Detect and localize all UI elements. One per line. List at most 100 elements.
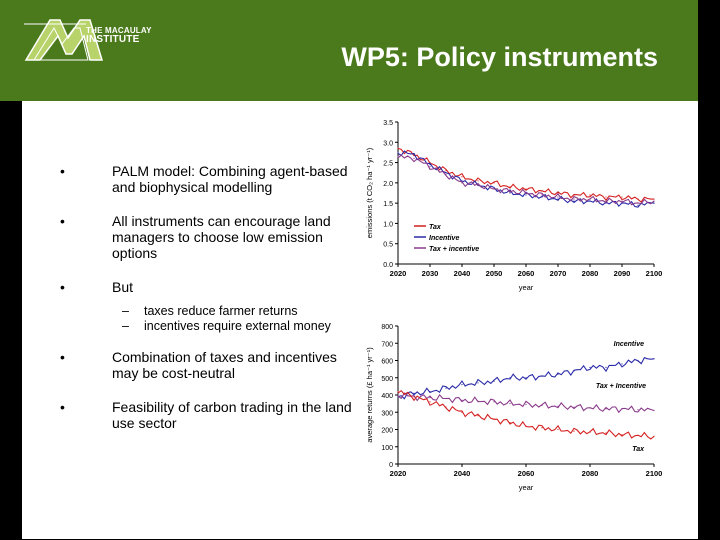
emissions-chart: 0.0 0.5 1.0 1.5 2.0 2.5 3.0 3.5 2020 2030 2040 2050…	[365, 120, 663, 292]
data-point	[429, 396, 431, 399]
x-tick-label: 2100	[646, 269, 663, 278]
data-point	[621, 434, 623, 436]
data-point	[445, 174, 447, 176]
data-point	[621, 200, 623, 202]
data-point	[509, 422, 511, 424]
data-point	[429, 166, 431, 168]
data-point	[477, 415, 479, 417]
data-point	[637, 202, 639, 204]
bullet-glyph: •	[60, 213, 65, 229]
bullet-text: PALM model: Combining agent-based and bi…	[112, 163, 348, 195]
bullet-text: Feasibility of carbon trading in the lan…	[112, 399, 352, 431]
data-point	[509, 186, 511, 188]
data-point	[413, 153, 415, 156]
data-point	[397, 151, 399, 154]
sub-bullet-text: incentives require external money	[144, 319, 331, 333]
data-point	[621, 408, 623, 410]
sub-glyph: –	[122, 319, 129, 333]
y-axis-label: average returns (£ ha⁻¹ yr⁻¹)	[365, 347, 374, 443]
data-point	[605, 366, 607, 368]
slide-title: WP5: Policy instruments	[341, 42, 658, 72]
bullet-item-combination: • Combination of taxes and incentives ma…	[52, 349, 352, 381]
data-point	[557, 196, 559, 198]
data-point	[573, 370, 575, 372]
x-tick-label: 2060	[518, 269, 535, 278]
y-tick-label: 0.5	[383, 242, 393, 249]
data-point	[589, 198, 591, 200]
data-point	[429, 164, 431, 166]
bullet-text: Combination of taxes and incentives may …	[112, 349, 337, 381]
data-point	[557, 373, 559, 375]
data-point	[477, 400, 479, 402]
data-point	[493, 188, 495, 190]
data-point	[493, 182, 495, 184]
series-line-tax	[397, 389, 655, 440]
sub-bullet-incentives: – incentives require external money	[52, 319, 352, 333]
bullet-item-feasibility: • Feasibility of carbon trading in the l…	[52, 399, 352, 431]
x-tick-label: 2030	[422, 269, 439, 278]
sub-bullet-list: – taxes reduce farmer returns – incentiv…	[52, 304, 352, 333]
x-tick-label: 2040	[454, 469, 471, 478]
bullet-item-instruments: • All instruments can encourage land man…	[52, 213, 352, 261]
y-tick-label: 2.5	[383, 161, 393, 168]
data-point	[509, 192, 511, 194]
y-tick-label: 1.0	[383, 221, 393, 228]
x-tick-label: 2100	[646, 469, 663, 478]
data-point	[653, 200, 655, 202]
bullet-glyph: •	[60, 399, 65, 415]
data-point	[445, 387, 447, 389]
y-axis-label: emissions (t CO₂ ha⁻¹ yr⁻¹)	[365, 147, 374, 238]
data-point	[477, 180, 479, 182]
y-tick-label: 3.0	[383, 140, 393, 147]
series-annotation: Incentive	[614, 341, 644, 348]
bullet-text: All instruments can encourage land manag…	[112, 213, 331, 261]
data-point	[557, 198, 559, 200]
logo-line-2: INSTITUTE	[86, 34, 140, 45]
macaulay-logo-icon	[24, 19, 104, 61]
data-point	[477, 382, 479, 384]
series-line-incentive	[397, 357, 655, 400]
data-point	[461, 411, 463, 413]
x-tick-label: 2020	[390, 469, 407, 478]
bullet-glyph: •	[60, 279, 65, 295]
sub-bullet-taxes: – taxes reduce farmer returns	[52, 304, 352, 318]
data-point	[605, 196, 607, 198]
series-line-incentive	[397, 150, 655, 208]
data-point	[525, 403, 527, 406]
data-point	[541, 190, 543, 192]
data-point	[397, 394, 399, 396]
series-annotation: Tax + Incentive	[596, 383, 646, 390]
series-line-tax	[397, 147, 654, 203]
y-tick-label: 3.5	[383, 120, 393, 127]
data-point	[541, 196, 543, 198]
logo-line-1: THE MACAULAY	[86, 26, 152, 35]
data-point	[525, 194, 527, 196]
header-bar: THE MACAULAY INSTITUTE WP5: Policy instr…	[0, 0, 698, 101]
x-tick-label: 2020	[390, 269, 407, 278]
x-tick-label: 2090	[614, 269, 631, 278]
data-point	[413, 392, 415, 394]
returns-chart: 0 100 200 300 400 500 600 700 800 2020 2040 2060 208…	[365, 324, 663, 492]
data-point	[621, 196, 623, 198]
data-point	[573, 198, 575, 200]
y-tick-label: 700	[381, 341, 393, 348]
y-tick-label: 1.5	[383, 201, 393, 208]
x-tick-label: 2080	[582, 269, 599, 278]
data-point	[653, 202, 655, 204]
data-point	[605, 408, 607, 410]
x-tick-label: 2050	[486, 269, 503, 278]
y-tick-label: 0	[389, 462, 393, 469]
data-point	[525, 377, 527, 379]
data-point	[429, 390, 431, 393]
y-tick-label: 500	[381, 376, 393, 383]
data-point	[429, 401, 431, 403]
data-point	[637, 359, 639, 362]
content-area: • PALM model: Combining agent-based and …	[22, 101, 698, 539]
data-point	[573, 406, 575, 408]
data-point	[525, 188, 527, 190]
y-tick-label: 300	[381, 410, 393, 417]
x-tick-label: 2070	[550, 269, 567, 278]
y-tick-label: 2.0	[383, 181, 393, 188]
data-point	[461, 176, 463, 178]
